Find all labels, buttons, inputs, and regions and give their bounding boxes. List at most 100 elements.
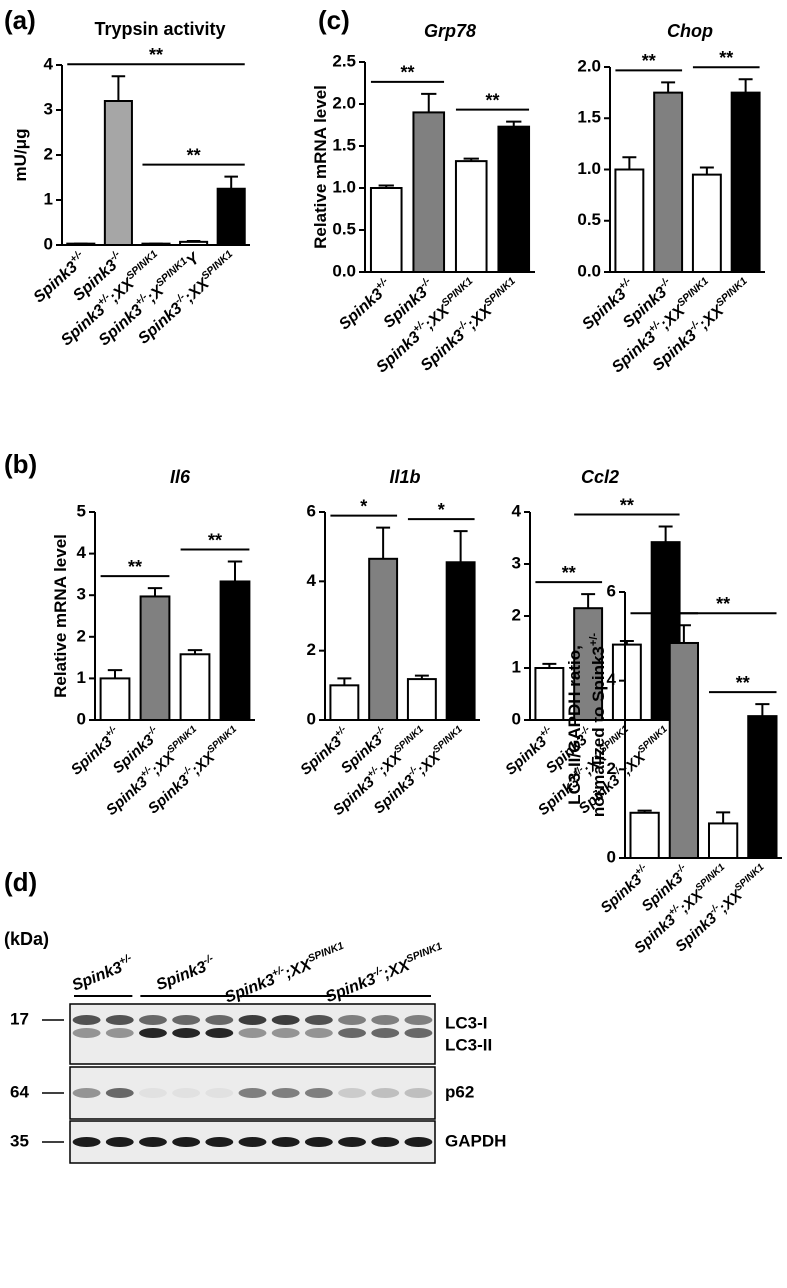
bar — [368, 557, 399, 721]
error-bar — [699, 166, 714, 175]
error-bar — [755, 703, 770, 717]
blot-band — [72, 1028, 101, 1038]
bar — [219, 580, 251, 721]
x-tick-label-part: SPINK1 — [636, 724, 670, 756]
x-tick-label-part: SPINK1 — [431, 724, 465, 756]
y-tick-label: 0 — [512, 709, 521, 728]
blot-band — [205, 1137, 234, 1147]
significance-label: ** — [719, 48, 733, 68]
x-tick-label-part: SPINK1 — [206, 724, 240, 756]
blot-band — [205, 1015, 234, 1025]
y-tick-label: 4 — [44, 54, 54, 73]
significance-label: ** — [128, 557, 142, 577]
bar — [534, 667, 565, 721]
bar — [454, 160, 488, 273]
blot-band — [238, 1137, 267, 1147]
blot-band — [172, 1015, 201, 1025]
band-label: LC3-II — [445, 1035, 492, 1054]
y-tick-label: 2.0 — [577, 56, 601, 75]
error-bar — [637, 809, 652, 813]
x-tick-label-part: SPINK1 — [440, 276, 475, 309]
chart-title: Trypsin activity — [94, 19, 225, 39]
x-tick-label-part: Spink3 — [373, 329, 423, 377]
blot-band — [139, 1015, 167, 1025]
y-tick-label: 3 — [44, 99, 53, 118]
y-tick-label: 6 — [607, 581, 616, 600]
x-tick-label-part: SPINK1 — [483, 276, 518, 309]
blot-band — [304, 1088, 333, 1098]
blot-band — [205, 1088, 234, 1098]
error-bar — [414, 674, 429, 680]
y-axis-label-part: LC3-II/GAPDH ratio, — [565, 645, 584, 805]
y-tick-label: 1.5 — [332, 135, 356, 154]
significance-label: ** — [620, 495, 634, 515]
group-label-part: Spink3 — [323, 971, 378, 1006]
y-tick-label: 2 — [44, 144, 53, 163]
group-label-part: +/- — [118, 953, 134, 968]
significance-label: ** — [716, 594, 730, 614]
bar — [611, 643, 642, 721]
error-bar — [542, 662, 557, 668]
chart-title: Il1b — [389, 467, 420, 487]
x-tick-label-part: Spink3 — [418, 327, 468, 375]
significance-label: ** — [642, 51, 656, 71]
error-bar — [661, 81, 676, 93]
blot-band — [139, 1028, 167, 1038]
x-tick-label-part: SPINK1 — [392, 724, 426, 756]
blot-band — [105, 1015, 134, 1025]
x-tick-label-part: SPINK1 — [676, 276, 711, 309]
panel-label: (d) — [4, 867, 37, 897]
bar — [573, 607, 604, 722]
x-tick-label-part: Spink3 — [579, 286, 629, 334]
error-bar — [506, 120, 522, 127]
marker-label: 35 — [10, 1131, 29, 1150]
y-tick-label: 1 — [44, 189, 53, 208]
error-bar — [716, 811, 731, 824]
blot-band — [338, 1088, 366, 1098]
y-tick-label: 1.0 — [577, 159, 601, 178]
error-bar — [227, 560, 243, 582]
blot-band — [72, 1088, 101, 1098]
y-tick-label: 3 — [77, 585, 86, 604]
panel-label: (b) — [4, 449, 37, 479]
error-bar — [337, 677, 352, 686]
significance-label: ** — [562, 563, 576, 583]
y-tick-label: 6 — [307, 501, 316, 520]
y-tick-label: 1 — [512, 657, 521, 676]
blot-band — [105, 1088, 134, 1098]
blot-band — [105, 1137, 134, 1147]
bar — [103, 100, 133, 246]
error-bar — [186, 239, 201, 242]
chart-title: Grp78 — [424, 21, 476, 41]
blot-band — [404, 1137, 433, 1147]
band-label: LC3-I — [445, 1013, 488, 1032]
group-label-part: SPINK1 — [307, 941, 346, 965]
y-tick-label: 0.5 — [332, 219, 356, 238]
blot-band — [404, 1015, 433, 1025]
y-axis-label: Relative mRNA level — [311, 85, 330, 249]
bar — [747, 715, 778, 860]
y-axis-label-part: Relative mRNA level — [311, 85, 330, 249]
blot-band — [404, 1088, 433, 1098]
y-axis-label: LC3-II/GAPDH ratio, — [565, 645, 584, 805]
y-tick-label: 0 — [77, 709, 86, 728]
blot-band — [271, 1028, 300, 1038]
significance-label: ** — [485, 90, 499, 110]
y-tick-label: 2 — [607, 759, 616, 778]
x-tick-label-part: SPINK1 — [715, 276, 750, 309]
x-tick-label-part: Spink3 — [609, 329, 659, 377]
bar — [668, 641, 700, 859]
band-label: p62 — [445, 1082, 474, 1101]
blot-band — [72, 1015, 101, 1025]
x-tick-label-part: SPINK1 — [733, 862, 767, 894]
group-label: Spink3+/- — [69, 953, 137, 995]
blot-band — [271, 1137, 300, 1147]
y-tick-label: 2.5 — [332, 51, 356, 70]
blot-band — [371, 1028, 400, 1038]
bar — [497, 125, 531, 274]
bar — [406, 678, 437, 721]
panel-label: (a) — [4, 5, 36, 35]
y-axis-label-part: +/- — [588, 633, 600, 647]
error-bar — [187, 649, 203, 655]
